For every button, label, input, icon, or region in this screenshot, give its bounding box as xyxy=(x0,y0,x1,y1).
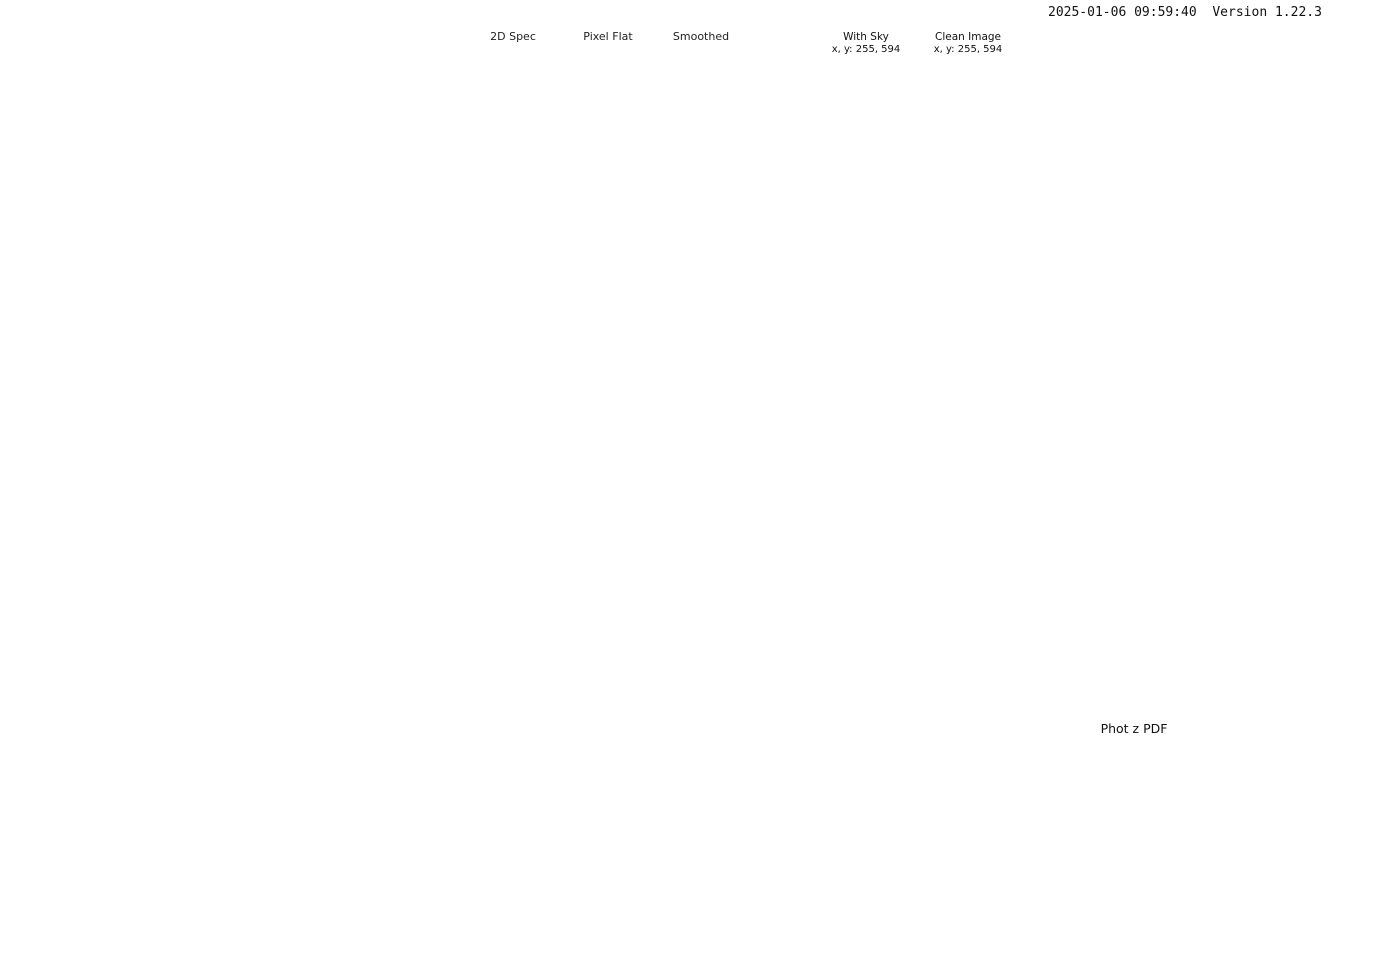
cleanimage-title: Clean Image xyxy=(934,31,1002,43)
withsky-coords: x, y: 255, 594 xyxy=(831,44,901,55)
cleanimage-coords: x, y: 255, 594 xyxy=(933,44,1003,55)
spec2d-col-title-pixelflat: Pixel Flat xyxy=(583,30,633,43)
spec2d-col-title-smoothed: Smoothed xyxy=(672,30,730,43)
photz-title: Phot z PDF xyxy=(1100,721,1168,736)
spec2d-col-title-2dspec: 2D Spec xyxy=(490,30,536,43)
timestamp: 2025-01-06 09:59:40 Version 1.22.3 xyxy=(1048,5,1322,20)
withsky-title: With Sky xyxy=(843,31,889,43)
